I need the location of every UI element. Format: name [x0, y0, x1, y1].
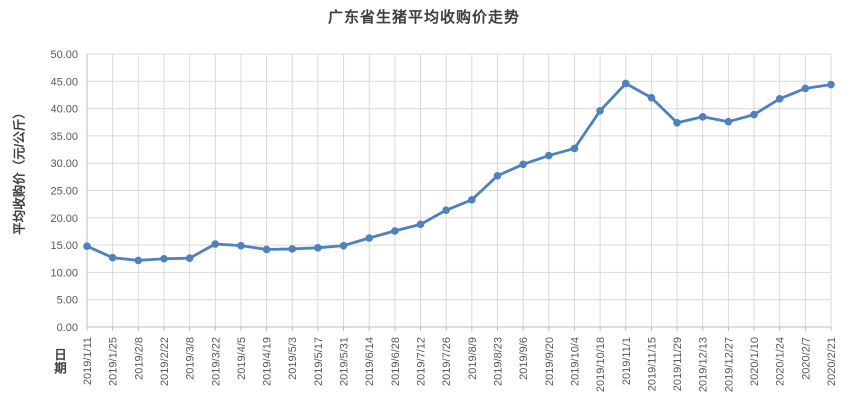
y-tick-label: 10.00	[50, 267, 78, 279]
data-point	[391, 227, 399, 235]
y-tick-label: 45.00	[50, 76, 78, 88]
x-tick-label: 2019/5/31	[339, 337, 351, 386]
x-tick-label: 2019/5/17	[313, 337, 325, 386]
data-point	[596, 106, 604, 115]
x-tick-label: 2019/5/3	[287, 337, 299, 380]
data-point	[724, 117, 733, 126]
x-tick-label: 2019/6/14	[364, 337, 376, 386]
data-point	[262, 245, 271, 254]
data-point	[827, 80, 835, 89]
y-axis-title: 平均收购价（元/公斤）	[12, 106, 27, 235]
x-tick-label: 2019/8/23	[492, 337, 504, 386]
x-tick-label: 2020/1/24	[775, 337, 787, 386]
data-point	[647, 93, 656, 102]
x-tick-label: 2019/1/25	[108, 337, 120, 386]
data-point	[673, 118, 681, 127]
data-point	[442, 206, 450, 214]
x-tick-label: 2019/9/6	[518, 337, 530, 380]
data-point	[339, 241, 348, 250]
x-tick-label: 2019/2/22	[159, 337, 171, 386]
x-tick-label: 2019/11/1	[621, 337, 633, 385]
x-axis-title: 日期	[52, 348, 66, 375]
data-point	[493, 171, 502, 180]
x-tick-label: 2019/11/29	[672, 337, 684, 391]
data-point	[237, 241, 245, 250]
x-tick-label: 2019/7/12	[416, 337, 428, 386]
x-tick-label: 2020/2/7	[800, 337, 812, 380]
data-point	[544, 151, 553, 160]
y-tick-label: 0.00	[57, 322, 78, 334]
y-tick-label: 30.00	[50, 158, 78, 170]
data-point	[801, 84, 810, 93]
x-tick-label: 2019/2/8	[133, 337, 145, 380]
chart-title: 广东省生猪平均收购价走势	[327, 9, 520, 26]
x-tick-label: 2019/9/20	[544, 337, 556, 386]
data-point	[570, 144, 579, 153]
x-tick-label: 2019/8/9	[467, 337, 479, 380]
data-point	[775, 94, 784, 103]
data-point	[621, 79, 630, 88]
y-tick-label: 5.00	[57, 295, 78, 307]
x-tick-label: 2020/2/21	[826, 337, 838, 386]
data-point	[108, 253, 117, 262]
data-point	[416, 220, 425, 229]
x-tick-label: 2019/1/11	[82, 337, 94, 385]
y-tick-label: 50.00	[50, 49, 78, 61]
data-point	[185, 254, 194, 263]
data-point	[698, 112, 707, 121]
data-series-line	[85, 82, 833, 262]
y-tick-label: 25.00	[50, 186, 78, 198]
data-point	[314, 244, 322, 252]
x-tick-label: 2019/4/5	[236, 337, 248, 380]
x-tick-label: 2020/1/10	[749, 337, 761, 386]
x-tick-label: 2019/7/26	[441, 337, 453, 386]
x-tick-label: 2019/6/28	[390, 337, 402, 386]
data-point	[288, 245, 297, 253]
data-point	[83, 242, 91, 250]
x-tick-label: 2019/3/8	[185, 337, 197, 380]
y-tick-label: 40.00	[50, 104, 78, 116]
x-tick-label: 2019/10/18	[595, 337, 607, 392]
x-tick-label: 2019/4/19	[262, 337, 274, 386]
y-tick-label: 20.00	[50, 213, 78, 225]
y-tick-label: 15.00	[50, 240, 78, 252]
data-point	[211, 240, 220, 248]
x-tick-label: 2019/11/15	[646, 337, 658, 391]
data-point	[160, 254, 168, 263]
data-point	[519, 160, 527, 169]
data-point	[750, 110, 758, 119]
x-tick-label: 2019/12/27	[723, 337, 735, 392]
data-point	[365, 234, 374, 242]
x-tick-label: 2019/3/22	[210, 337, 222, 386]
y-tick-label: 35.00	[50, 131, 78, 143]
x-tick-label: 2019/12/13	[698, 337, 710, 392]
x-tick-label: 2019/10/4	[569, 337, 581, 386]
data-point	[468, 195, 476, 204]
data-point	[134, 256, 143, 265]
